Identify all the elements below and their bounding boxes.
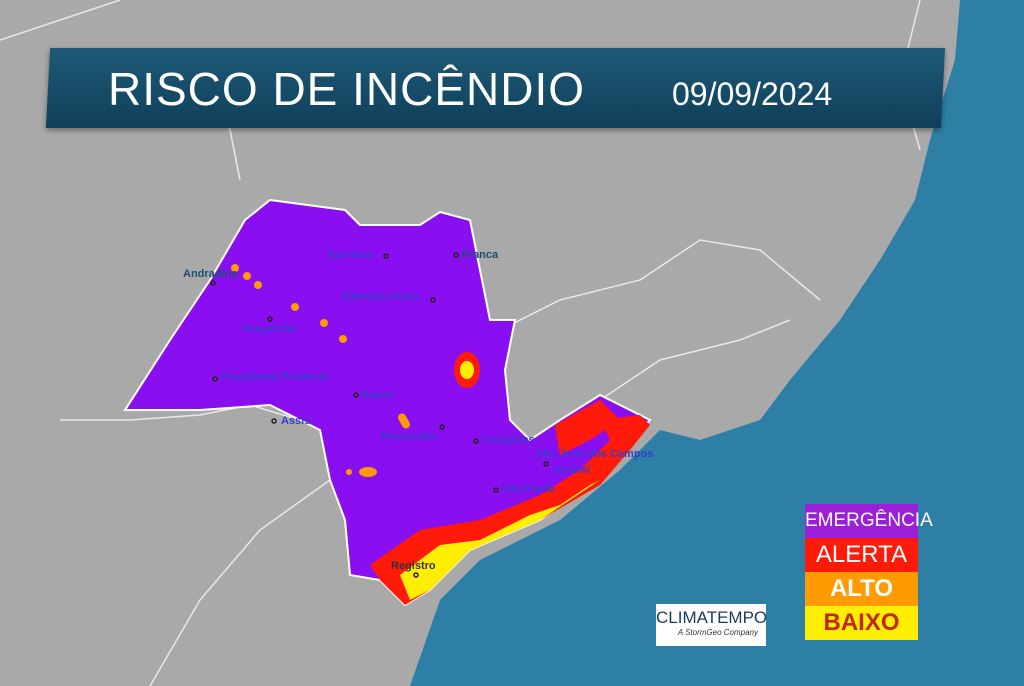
- map-date: 09/09/2024: [672, 76, 833, 112]
- city-label: Franca: [462, 249, 499, 261]
- city-label: São Paulo: [502, 483, 555, 495]
- city-label: Bauru: [362, 389, 394, 401]
- hotspot-core: [460, 361, 474, 379]
- climatempo-logo: CLIMATEMPO A StormGeo Company: [656, 604, 768, 646]
- city-label: Barretos: [328, 249, 373, 261]
- city-label: São José dos Campos: [536, 448, 653, 460]
- legend-alto: ALTO: [805, 572, 918, 606]
- logo-tagline: A StormGeo Company: [677, 628, 758, 637]
- city-label: Jacareí: [552, 464, 591, 476]
- alerta-northeast-zone: [555, 400, 620, 455]
- legend-emergencia: EMERGÊNCIA: [805, 504, 933, 538]
- city-label: Presidente Prudente: [222, 371, 329, 383]
- baixo-coastal-zone: [400, 480, 600, 600]
- city-label: Araçatuba: [242, 323, 297, 335]
- city-label: Piracicaba: [381, 431, 437, 443]
- city-label: Ribeirão Preto: [343, 291, 418, 303]
- legend-baixo: BAIXO: [805, 606, 918, 640]
- small-hotspots: [231, 264, 410, 477]
- city-label: Registro: [391, 560, 436, 572]
- map-title: RISCO DE INCÊNDIO: [108, 63, 586, 115]
- risk-legend: EMERGÊNCIA ALERTA ALTO BAIXO: [805, 504, 933, 640]
- city-label: Andradina: [183, 268, 238, 280]
- logo-name: CLIMATEMPO: [656, 608, 768, 627]
- city-label: Campinas: [482, 434, 535, 446]
- legend-alerta: ALERTA: [805, 538, 918, 572]
- city-label: Assis: [281, 415, 310, 427]
- city-markers: [210, 252, 549, 578]
